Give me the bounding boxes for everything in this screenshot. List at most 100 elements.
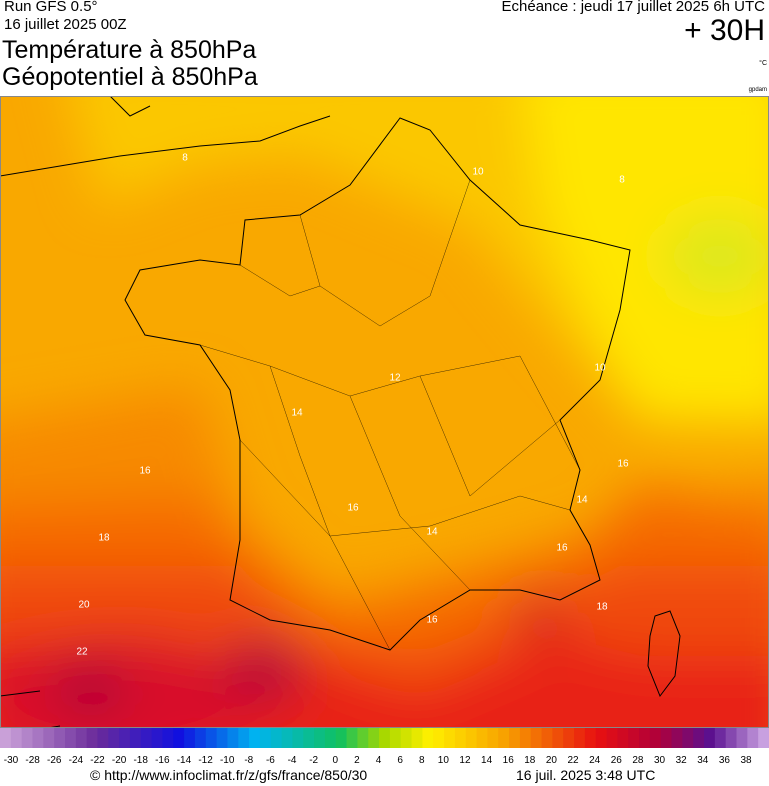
contour-label: 12 [389, 373, 401, 384]
color-cell [595, 728, 608, 748]
unit: °C [759, 60, 767, 67]
color-cell [64, 728, 77, 748]
timestamp: 16 juil. 2025 3:48 UTC [516, 767, 656, 783]
scale-label: 22 [567, 755, 579, 766]
color-cell [660, 728, 673, 748]
scale-label: -26 [47, 755, 62, 766]
scale-label: 2 [354, 755, 360, 766]
scale-label: -16 [155, 755, 170, 766]
color-cell [465, 728, 478, 748]
scale-label: -18 [133, 755, 148, 766]
scale-label: 38 [740, 755, 752, 766]
contour-labels: 8 10 8 12 14 10 16 16 14 18 16 14 16 20 … [76, 153, 629, 658]
scale-label: 32 [676, 755, 688, 766]
scale-label: 18 [524, 755, 536, 766]
color-cell [151, 728, 163, 748]
color-cell [563, 728, 575, 748]
color-cell [552, 728, 564, 748]
color-cell [54, 728, 66, 748]
scale-label: -22 [90, 755, 105, 766]
color-cell [411, 728, 423, 748]
color-cell [238, 728, 250, 748]
color-cell [346, 728, 358, 748]
scale-label: 16 [503, 755, 515, 766]
contour-label: 14 [426, 527, 438, 538]
contour-label: 16 [556, 543, 568, 554]
color-cell [433, 728, 445, 748]
color-cell [335, 728, 348, 748]
color-cell [530, 728, 543, 748]
lead-time: + 30H [684, 14, 765, 47]
color-scale: -30 -28 -26 -24 -22 -20 -18 -16 -14 -12 -10 -8 -6 -4-… [0, 728, 769, 766]
color-cell [422, 728, 434, 748]
color-cell [400, 728, 413, 748]
color-cell [498, 728, 510, 748]
contour-label: 8 [182, 153, 188, 164]
temperature-field [0, 96, 769, 728]
color-cell [509, 728, 521, 748]
subtitle: Géopotentiel à 850hPa [2, 63, 258, 91]
scale-label: 0 [332, 755, 338, 766]
color-cell [714, 728, 727, 748]
source-url[interactable]: © http://www.infoclimat.fr/z/gfs/france/… [90, 767, 368, 783]
color-cell [216, 728, 228, 748]
contour-label: 14 [576, 495, 588, 506]
contour-label: 18 [98, 533, 110, 544]
scale-label: 14 [481, 755, 493, 766]
scale-label: -8 [244, 755, 253, 766]
run-date: 16 juillet 2025 00Z [4, 16, 127, 33]
color-cell [86, 728, 98, 748]
color-cell [324, 728, 337, 748]
color-cell [184, 728, 196, 748]
color-cell [10, 728, 23, 748]
scale-label: 12 [459, 755, 471, 766]
credit: gpdam [748, 87, 767, 93]
color-cell [32, 728, 44, 748]
contour-label: 16 [617, 459, 629, 470]
color-cell [541, 728, 553, 748]
color-cell [444, 728, 456, 748]
color-cell [671, 728, 683, 748]
color-cell [140, 728, 153, 748]
color-cell [617, 728, 629, 748]
color-cell [97, 728, 109, 748]
color-cell [292, 728, 304, 748]
scale-label: 8 [419, 755, 425, 766]
color-cell [303, 728, 315, 748]
contour-label: 18 [596, 602, 608, 613]
color-cell [747, 728, 759, 748]
color-cell [259, 728, 272, 748]
forecast: Echéance : jeudi 17 juillet 2025 6h UTC [501, 0, 766, 15]
scale-label: 36 [719, 755, 731, 766]
color-cell [693, 728, 705, 748]
color-cell [314, 728, 326, 748]
color-cell [281, 728, 293, 748]
run: Run GFS 0.5° [4, 0, 98, 15]
color-cell [704, 728, 716, 748]
color-cell [682, 728, 694, 748]
color-cell [227, 728, 239, 748]
contour-label: 20 [78, 600, 90, 611]
scale-label: 34 [697, 755, 709, 766]
color-cell [119, 728, 131, 748]
scale-label: 10 [438, 755, 450, 766]
color-cell [173, 728, 185, 748]
scale-label: 6 [397, 755, 403, 766]
color-cell [389, 728, 402, 748]
color-cell [639, 728, 651, 748]
color-cell [0, 728, 12, 748]
contour-label: 10 [472, 167, 484, 178]
color-cell [736, 728, 748, 748]
scale-label: 26 [611, 755, 623, 766]
color-cell [519, 728, 532, 748]
color-cell [194, 728, 207, 748]
color-cell [205, 728, 218, 748]
scale-label: -30 [4, 755, 19, 766]
scale-label: -14 [177, 755, 192, 766]
contour-label: 14 [291, 408, 303, 419]
color-cell [584, 728, 597, 748]
color-cell [368, 728, 380, 748]
scale-label: 4 [376, 755, 382, 766]
scale-label: -12 [198, 755, 213, 766]
